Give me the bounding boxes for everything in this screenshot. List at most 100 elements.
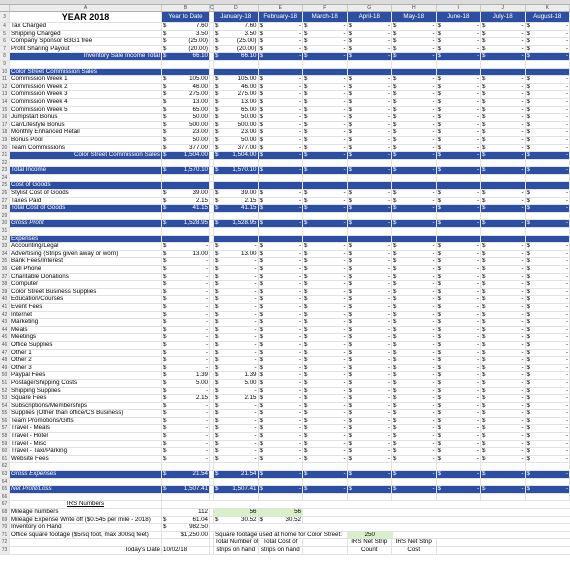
empty-cell[interactable] <box>10 539 162 546</box>
month-cell[interactable]: $23.00 <box>214 129 259 136</box>
month-cell[interactable]: $ - <box>214 273 259 281</box>
month-cell[interactable]: $ - <box>303 190 348 197</box>
month-cell[interactable]: $ - <box>481 197 526 205</box>
mileage-jan[interactable]: 56 <box>214 509 259 516</box>
month-cell[interactable]: $ - <box>526 273 570 281</box>
month-cell[interactable]: $ - <box>481 455 526 463</box>
ytd-cell[interactable]: $66.10 <box>162 53 210 60</box>
month-cell[interactable]: $ - <box>392 205 437 212</box>
ytd-cell[interactable]: $13.00 <box>162 98 210 106</box>
month-cell[interactable]: $ - <box>437 425 481 433</box>
inventory-ytd[interactable]: $982.50 <box>162 524 210 531</box>
month-cell[interactable]: $ - <box>303 106 348 114</box>
row-number[interactable]: 60 <box>0 448 10 455</box>
ytd-cell[interactable] <box>162 463 210 471</box>
row-number[interactable]: 17 <box>0 121 10 129</box>
month-cell[interactable]: $ - <box>481 281 526 288</box>
row-number[interactable]: 16 <box>0 114 10 121</box>
mileage-ytd[interactable]: 112 <box>162 509 210 516</box>
month-cell[interactable]: $ - <box>481 121 526 129</box>
month-cell[interactable]: $ - <box>526 250 570 258</box>
month-cell[interactable]: $ - <box>392 379 437 387</box>
month-cell[interactable] <box>303 182 348 190</box>
month-cell[interactable]: $ - <box>259 440 303 448</box>
month-cell[interactable]: $ - <box>392 296 437 303</box>
month-cell[interactable]: $ - <box>481 425 526 433</box>
row-label[interactable]: Profit Sharing Payout <box>10 45 162 53</box>
column-letter[interactable]: K <box>526 5 570 11</box>
row-label[interactable]: Other 2 <box>10 357 162 364</box>
month-cell[interactable]: $ - <box>214 334 259 341</box>
month-cell[interactable]: $500.00 <box>214 121 259 129</box>
month-cell[interactable]: $ - <box>392 440 437 448</box>
month-cell[interactable]: $ - <box>392 76 437 83</box>
row-number[interactable]: 32 <box>0 235 10 243</box>
month-cell[interactable]: $ - <box>214 433 259 440</box>
month-cell[interactable]: $ - <box>259 91 303 98</box>
month-cell[interactable]: $ - <box>214 288 259 296</box>
month-cell[interactable]: $ - <box>392 53 437 60</box>
month-header[interactable]: January-18 <box>214 12 259 22</box>
month-cell[interactable] <box>526 493 570 501</box>
month-cell[interactable] <box>437 159 481 167</box>
month-cell[interactable]: $2.15 <box>214 197 259 205</box>
month-cell[interactable]: $ - <box>437 303 481 311</box>
month-cell[interactable] <box>259 463 303 471</box>
month-cell[interactable]: $ - <box>526 281 570 288</box>
month-cell[interactable]: $ - <box>437 296 481 303</box>
month-cell[interactable]: $ - <box>481 144 526 152</box>
month-cell[interactable]: $ - <box>347 486 392 493</box>
month-cell[interactable]: $ - <box>347 152 392 159</box>
month-cell[interactable]: $ - <box>348 91 392 98</box>
month-cell[interactable]: $ - <box>348 30 392 38</box>
month-cell[interactable]: $ - <box>303 395 348 402</box>
month-cell[interactable]: $ - <box>437 144 481 152</box>
month-cell[interactable]: $ - <box>259 121 303 129</box>
month-cell[interactable]: $ - <box>258 471 303 478</box>
month-cell[interactable]: $ - <box>392 395 437 402</box>
ytd-cell[interactable]: $ - <box>162 311 210 319</box>
row-label[interactable]: Education/Courses <box>10 296 162 303</box>
month-cell[interactable]: $ - <box>392 197 437 205</box>
month-cell[interactable]: $ - <box>347 205 392 212</box>
netstrip-count-header[interactable]: IRS Net Strip <box>348 539 392 546</box>
month-cell[interactable]: $ - <box>348 258 392 265</box>
ytd-cell[interactable]: $ - <box>162 266 210 273</box>
row-label[interactable] <box>10 212 162 220</box>
month-cell[interactable] <box>214 235 259 243</box>
row-number[interactable]: 19 <box>0 136 10 144</box>
month-cell[interactable]: $ - <box>348 144 392 152</box>
month-cell[interactable]: $ - <box>526 372 570 379</box>
row-label[interactable]: Supplies (Other than office/CS Business) <box>10 410 162 417</box>
month-cell[interactable]: $ - <box>348 45 392 53</box>
month-cell[interactable]: $ - <box>348 281 392 288</box>
month-cell[interactable]: $ - <box>481 129 526 136</box>
row-label[interactable]: Accounting/Legal <box>10 243 162 250</box>
row-number[interactable]: 68 <box>0 509 10 516</box>
row-label[interactable]: Color Street Business Supplies <box>10 288 162 296</box>
month-cell[interactable]: $ - <box>348 83 392 91</box>
month-cell[interactable]: $ - <box>481 288 526 296</box>
month-cell[interactable]: $ - <box>303 364 348 372</box>
ytd-cell[interactable]: $41.15 <box>162 205 210 212</box>
month-cell[interactable]: $ - <box>437 83 481 91</box>
month-cell[interactable]: $ - <box>526 341 570 349</box>
ytd-cell[interactable]: $3.50 <box>162 30 210 38</box>
ytd-cell[interactable]: $ (25.00) <box>162 38 210 45</box>
month-cell[interactable]: $ - <box>525 486 570 493</box>
month-cell[interactable] <box>525 235 570 243</box>
row-number[interactable]: 35 <box>0 258 10 265</box>
row-number[interactable]: 21 <box>0 152 10 159</box>
month-cell[interactable]: $1,528.95 <box>214 220 259 228</box>
month-cell[interactable]: $ - <box>303 273 348 281</box>
row-label[interactable]: Jumpstart Bonus <box>10 114 162 121</box>
month-cell[interactable] <box>214 212 259 220</box>
ytd-cell[interactable]: $2.15 <box>162 395 210 402</box>
month-cell[interactable]: $ - <box>303 425 348 433</box>
month-cell[interactable]: $ - <box>481 395 526 402</box>
month-cell[interactable]: $2.15 <box>214 395 259 402</box>
month-cell[interactable]: $ - <box>437 364 481 372</box>
month-cell[interactable]: $ - <box>259 341 303 349</box>
month-cell[interactable]: $ - <box>259 417 303 425</box>
month-cell[interactable]: $ - <box>348 76 392 83</box>
